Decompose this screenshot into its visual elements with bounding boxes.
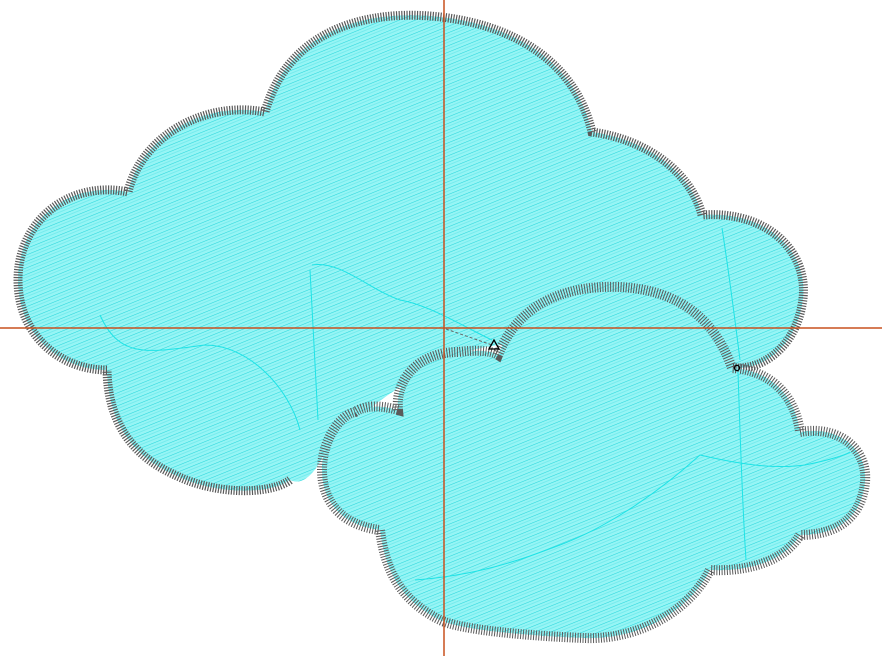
large-cloud-border-2 — [102, 369, 293, 496]
small-cloud-border — [316, 281, 871, 644]
small-cloud-underlay — [414, 371, 851, 581]
small-cloud[interactable] — [316, 281, 871, 644]
large-cloud-border — [13, 10, 808, 375]
small-cloud-fill — [322, 286, 866, 639]
triangle-start-marker[interactable] — [487, 338, 501, 350]
large-cloud[interactable] — [13, 10, 808, 496]
large-cloud-fill — [18, 15, 804, 491]
jump-stitch-line — [445, 328, 493, 346]
circle-end-marker[interactable] — [733, 364, 741, 372]
large-cloud-underlay — [99, 227, 741, 431]
